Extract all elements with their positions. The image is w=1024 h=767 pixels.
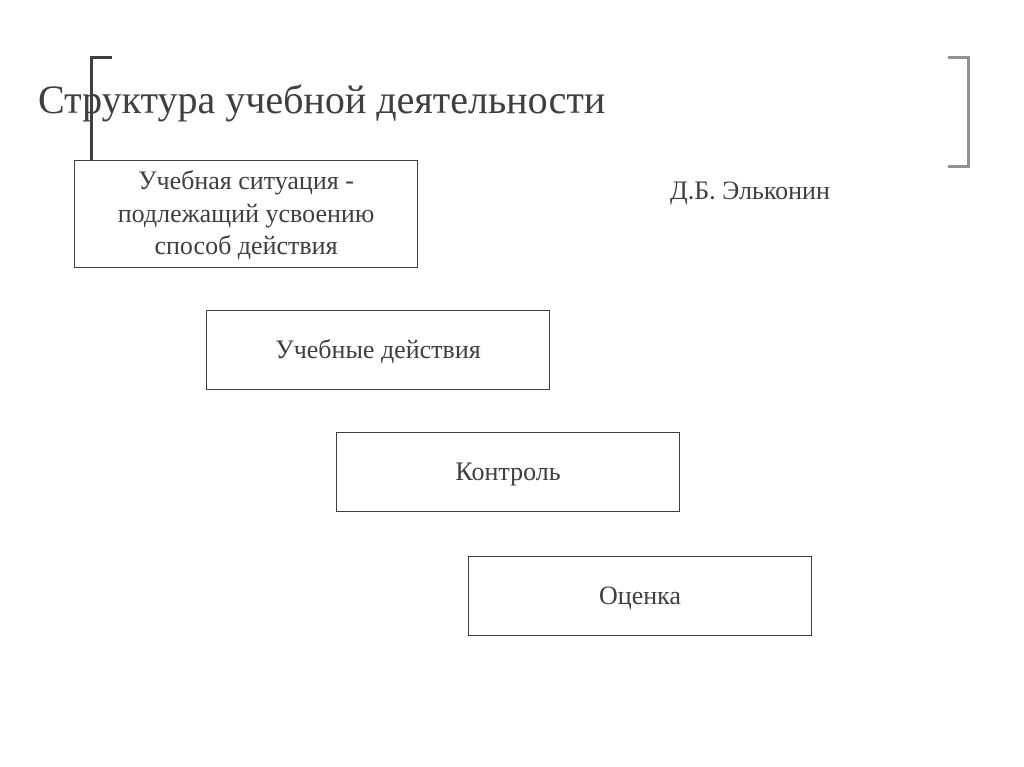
box-3: Контроль <box>336 432 680 512</box>
box-1: Учебная ситуация - подлежащий усвоению с… <box>74 160 418 268</box>
box-4: Оценка <box>468 556 812 636</box>
slide-title: Структура учебной деятельности <box>38 76 605 123</box>
bracket-right-icon <box>948 56 970 168</box>
author-label: Д.Б. Эльконин <box>670 176 830 206</box>
box-2: Учебные действия <box>206 310 550 390</box>
